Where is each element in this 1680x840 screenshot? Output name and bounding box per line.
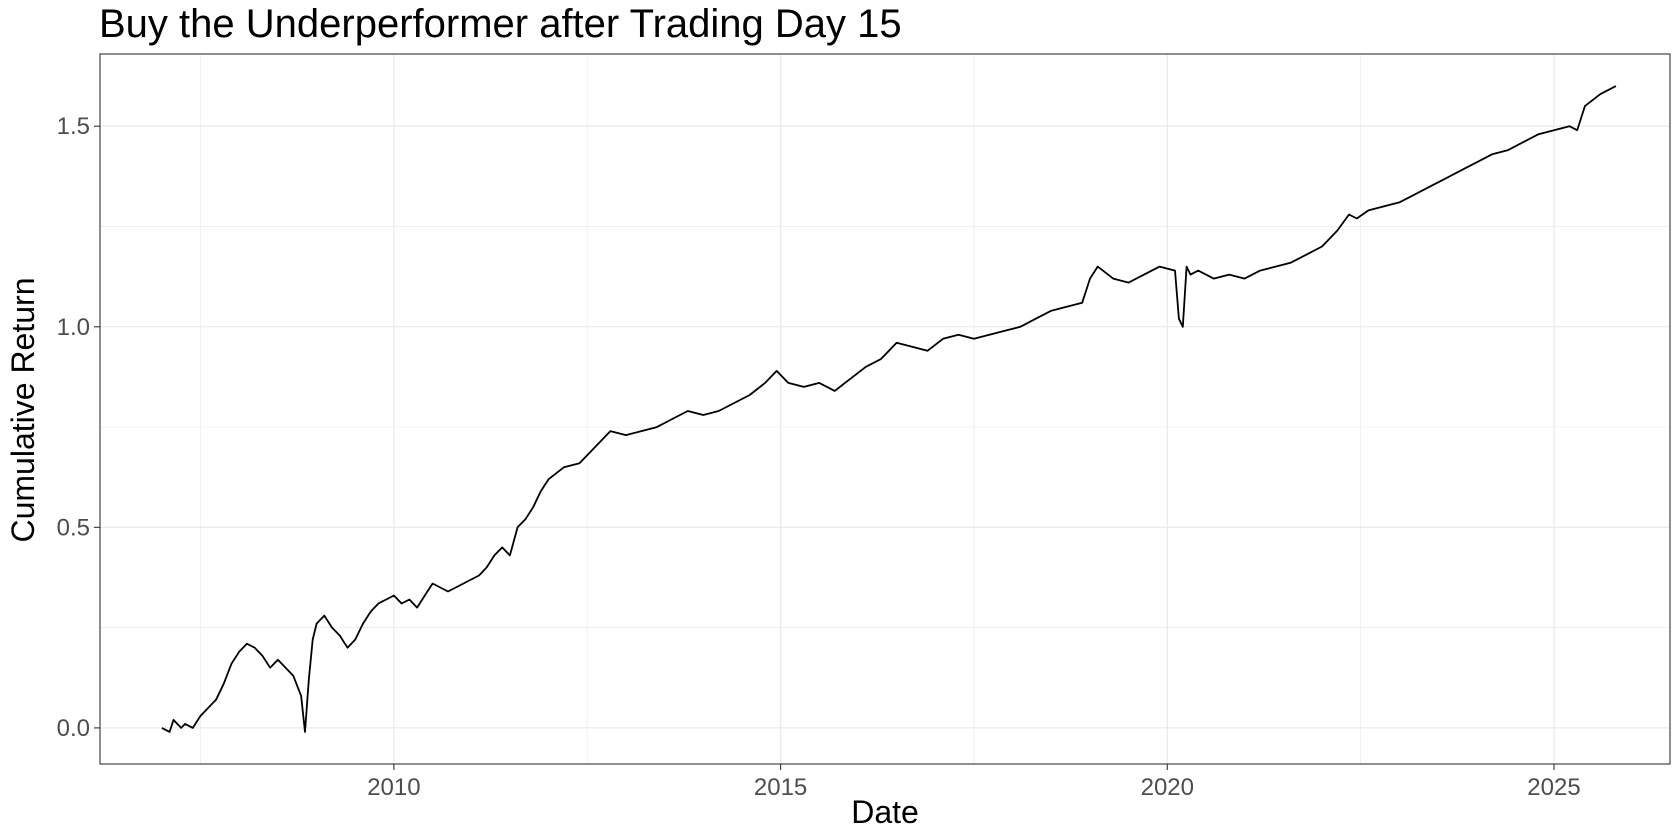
x-axis-ticks: 2010 2015 2020 2025 xyxy=(367,764,1581,801)
y-tick-label: 1.5 xyxy=(57,113,90,140)
panel-border xyxy=(99,53,1671,765)
x-tick-label: 2015 xyxy=(754,774,807,801)
series-line-0 xyxy=(161,85,1617,733)
y-tick-label: 1.0 xyxy=(57,314,90,341)
x-tick-label: 2020 xyxy=(1141,774,1194,801)
x-axis-title: Date xyxy=(851,794,919,830)
x-tick-label: 2010 xyxy=(367,774,420,801)
series-layer xyxy=(161,85,1617,733)
y-tick-label: 0.0 xyxy=(57,715,90,742)
y-axis-title: Cumulative Return xyxy=(5,278,41,543)
grid-minor xyxy=(100,54,1670,764)
chart-title: Buy the Underperformer after Trading Day… xyxy=(99,2,902,46)
y-tick-label: 0.5 xyxy=(57,514,90,541)
y-axis-ticks: 0.0 0.5 1.0 1.5 xyxy=(57,113,100,742)
x-tick-label: 2025 xyxy=(1527,774,1580,801)
grid-major xyxy=(100,54,1670,764)
